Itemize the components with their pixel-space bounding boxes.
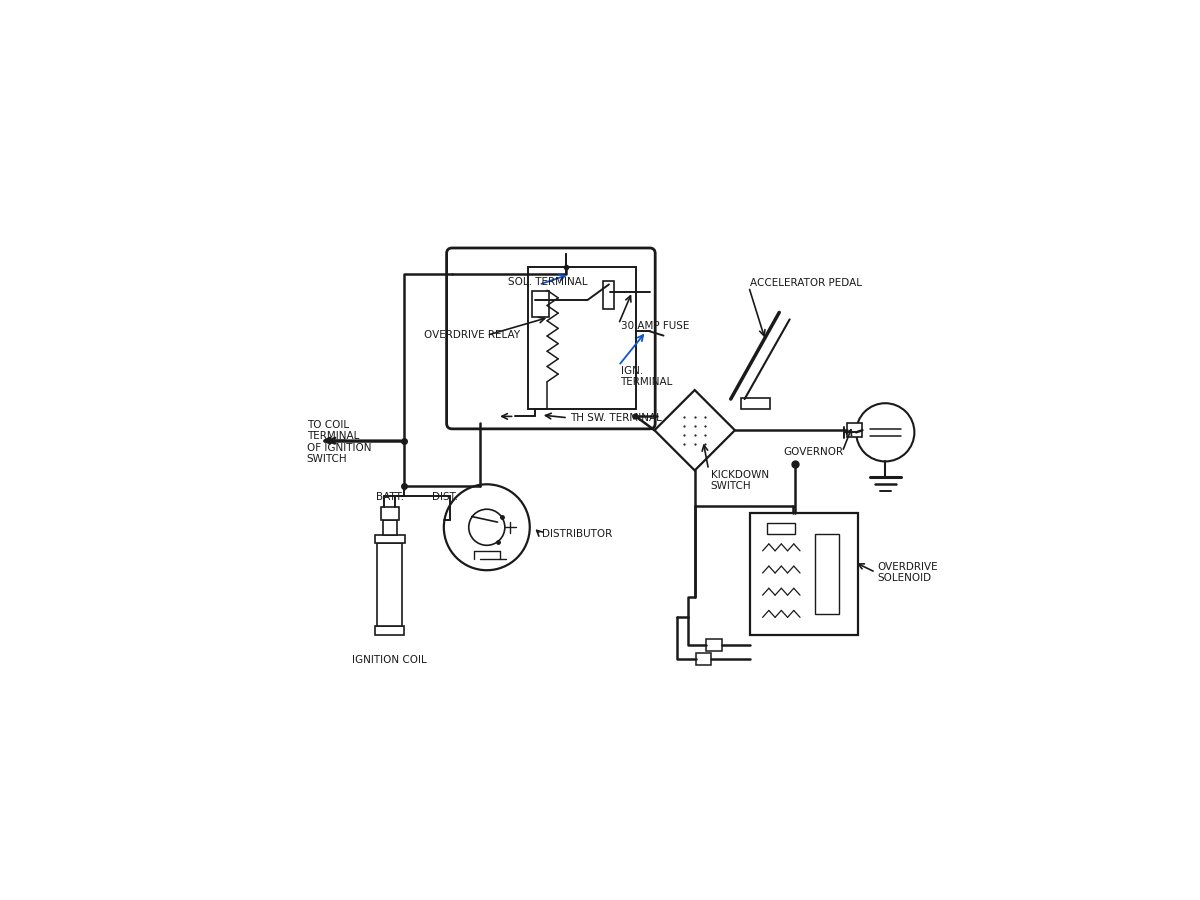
Text: IGNITION COIL: IGNITION COIL [353,655,427,665]
Bar [604,281,614,309]
Text: SOL. TERMINAL: SOL. TERMINAL [508,277,587,287]
Text: 30 AMP FUSE: 30 AMP FUSE [620,321,689,331]
Text: TO COIL
TERMINAL
OF IGNITION
SWITCH: TO COIL TERMINAL OF IGNITION SWITCH [307,419,371,464]
Bar [696,652,712,665]
Bar [768,523,796,535]
Bar [376,626,404,634]
Circle shape [469,509,505,545]
Bar [383,519,397,535]
Text: OVERDRIVE
SOLENOID: OVERDRIVE SOLENOID [877,562,937,583]
Text: ACCELERATOR PEDAL: ACCELERATOR PEDAL [750,278,862,288]
Text: KICKDOWN
SWITCH: KICKDOWN SWITCH [710,470,769,491]
Polygon shape [654,390,734,471]
Text: IGN.
TERMINAL: IGN. TERMINAL [620,365,673,387]
Text: GOVERNOR: GOVERNOR [784,446,844,456]
Text: OVERDRIVE RELAY: OVERDRIVE RELAY [425,330,521,340]
Bar [528,267,636,410]
Text: DIST.: DIST. [432,491,458,501]
Bar [532,291,550,317]
Text: TH SW. TERMINAL: TH SW. TERMINAL [570,413,662,423]
Bar [377,544,402,626]
Bar [742,399,770,410]
Circle shape [856,403,914,462]
Bar [374,535,406,544]
Bar [847,423,863,437]
Text: DISTRIBUTOR: DISTRIBUTOR [542,529,612,539]
Bar [707,639,721,652]
Circle shape [444,484,529,571]
Bar [750,513,858,634]
Bar [815,535,839,614]
Bar [380,508,398,519]
Text: BATT.: BATT. [376,491,403,501]
